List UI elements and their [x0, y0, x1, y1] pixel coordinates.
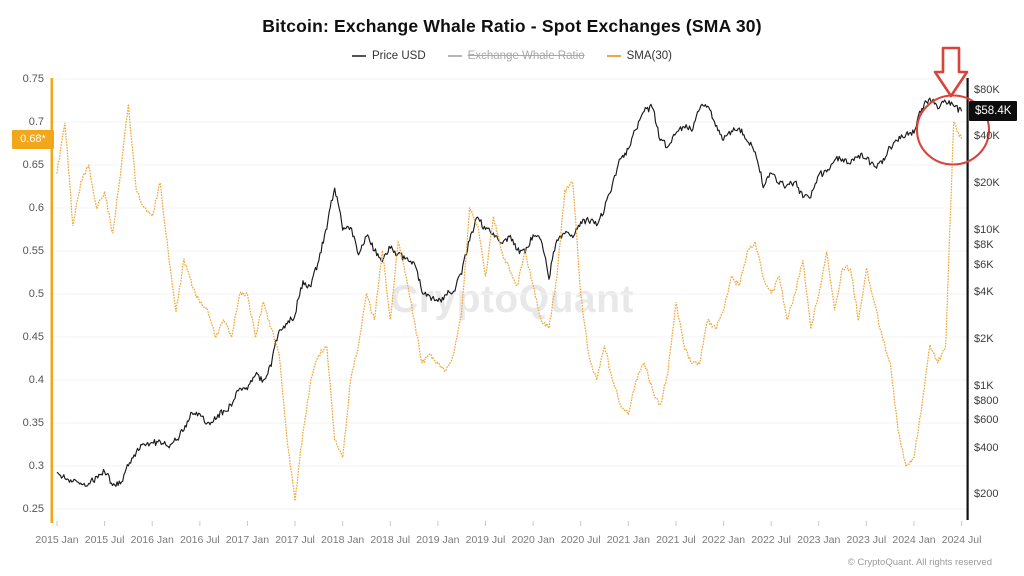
right-axis-tick: $80K: [974, 83, 1000, 96]
x-axis-tick: 2016 Jul: [179, 534, 220, 546]
red-circle-highlight: [915, 94, 991, 166]
x-axis-tick: 2015 Jan: [35, 534, 79, 546]
legend-swatch: [351, 55, 366, 57]
x-axis-tick: 2018 Jan: [321, 534, 365, 546]
chart-title: Bitcoin: Exchange Whale Ratio - Spot Exc…: [262, 16, 762, 36]
left-axis-tick: 0.3: [28, 459, 44, 472]
x-axis-tick: 2020 Jul: [560, 534, 601, 546]
right-axis-tick: $200: [974, 488, 999, 501]
right-axis-tick: $8K: [974, 239, 994, 252]
left-axis-tick: 0.55: [22, 244, 44, 257]
x-axis-tick: 2019 Jan: [416, 534, 460, 546]
right-axis-tick: $20K: [974, 177, 1000, 190]
x-axis-tick: 2021 Jan: [606, 534, 650, 546]
red-annotations: [915, 46, 991, 166]
legend-item-exchange-whale-ratio[interactable]: Exchange Whale Ratio: [447, 50, 585, 62]
x-axis-tick: 2023 Jul: [846, 534, 887, 546]
legend: Price USD Exchange Whale Ratio SMA(30): [0, 50, 1024, 62]
legend-item-sma-30-[interactable]: SMA(30): [606, 50, 673, 62]
legend-item-price-usd[interactable]: Price USD: [351, 50, 426, 62]
x-axis-tick: 2019 Jul: [465, 534, 506, 546]
x-axis-tick: 2022 Jul: [751, 534, 791, 546]
x-axis-tick: 2017 Jan: [225, 534, 270, 546]
left-axis-tick: 0.5: [28, 287, 44, 300]
right-axis-tick: $40K: [974, 130, 1000, 143]
x-axis-tick: 2016 Jan: [130, 534, 174, 546]
left-axis-tick: 0.65: [22, 158, 44, 171]
legend-swatch: [447, 55, 462, 57]
right-axis-tick: $2K: [974, 332, 994, 345]
left-axis-tick: 0.4: [28, 373, 44, 386]
right-axis-tick: $1K: [974, 379, 994, 392]
right-axis-tick: $4K: [974, 285, 994, 298]
x-axis-tick: 2021 Jul: [656, 534, 696, 546]
x-axis-tick: 2015 Jul: [84, 534, 125, 546]
x-axis-tick: 2024 Jan: [892, 534, 936, 546]
legend-label: Price USD: [371, 50, 426, 62]
right-axis-tick: $800: [974, 394, 999, 407]
x-axis-tick: 2018 Jul: [370, 534, 411, 546]
left-axis-tick: 0.7: [28, 115, 44, 128]
right-axis-tick: $600: [974, 414, 999, 427]
gridlines: [52, 78, 967, 510]
x-axis-tick: 2024 Jul: [941, 534, 982, 546]
right-current-value-badge: $58.4K: [969, 101, 1018, 122]
series-lines: [56, 97, 963, 502]
price-usd-line: [56, 97, 963, 487]
red-down-arrow-icon: [933, 46, 969, 98]
left-axis-tick: 0.25: [22, 502, 44, 515]
legend-label: Exchange Whale Ratio: [467, 50, 585, 62]
x-axis-tick: 2017 Jul: [275, 534, 315, 546]
left-axis-tick: 0.45: [22, 330, 44, 343]
left-current-value-badge: 0.68*: [12, 129, 54, 149]
legend-swatch: [606, 55, 621, 57]
left-axis-tick: 0.35: [22, 416, 44, 429]
right-axis-tick: $6K: [974, 258, 994, 271]
left-axis-tick: 0.75: [22, 72, 44, 85]
right-axis-tick: $10K: [974, 224, 1000, 237]
x-axis-tick: 2023 Jan: [797, 534, 841, 546]
right-axis-tick: $400: [974, 441, 999, 454]
x-axis-tick: 2022 Jan: [701, 534, 746, 546]
sma30-line: [56, 103, 963, 502]
legend-label: SMA(30): [626, 50, 673, 62]
x-axis-tick: 2020 Jan: [511, 534, 555, 546]
copyright-text: © CryptoQuant. All rights reserved: [847, 557, 992, 568]
axis-spines: [50, 78, 969, 526]
left-axis-tick: 0.6: [28, 201, 44, 214]
